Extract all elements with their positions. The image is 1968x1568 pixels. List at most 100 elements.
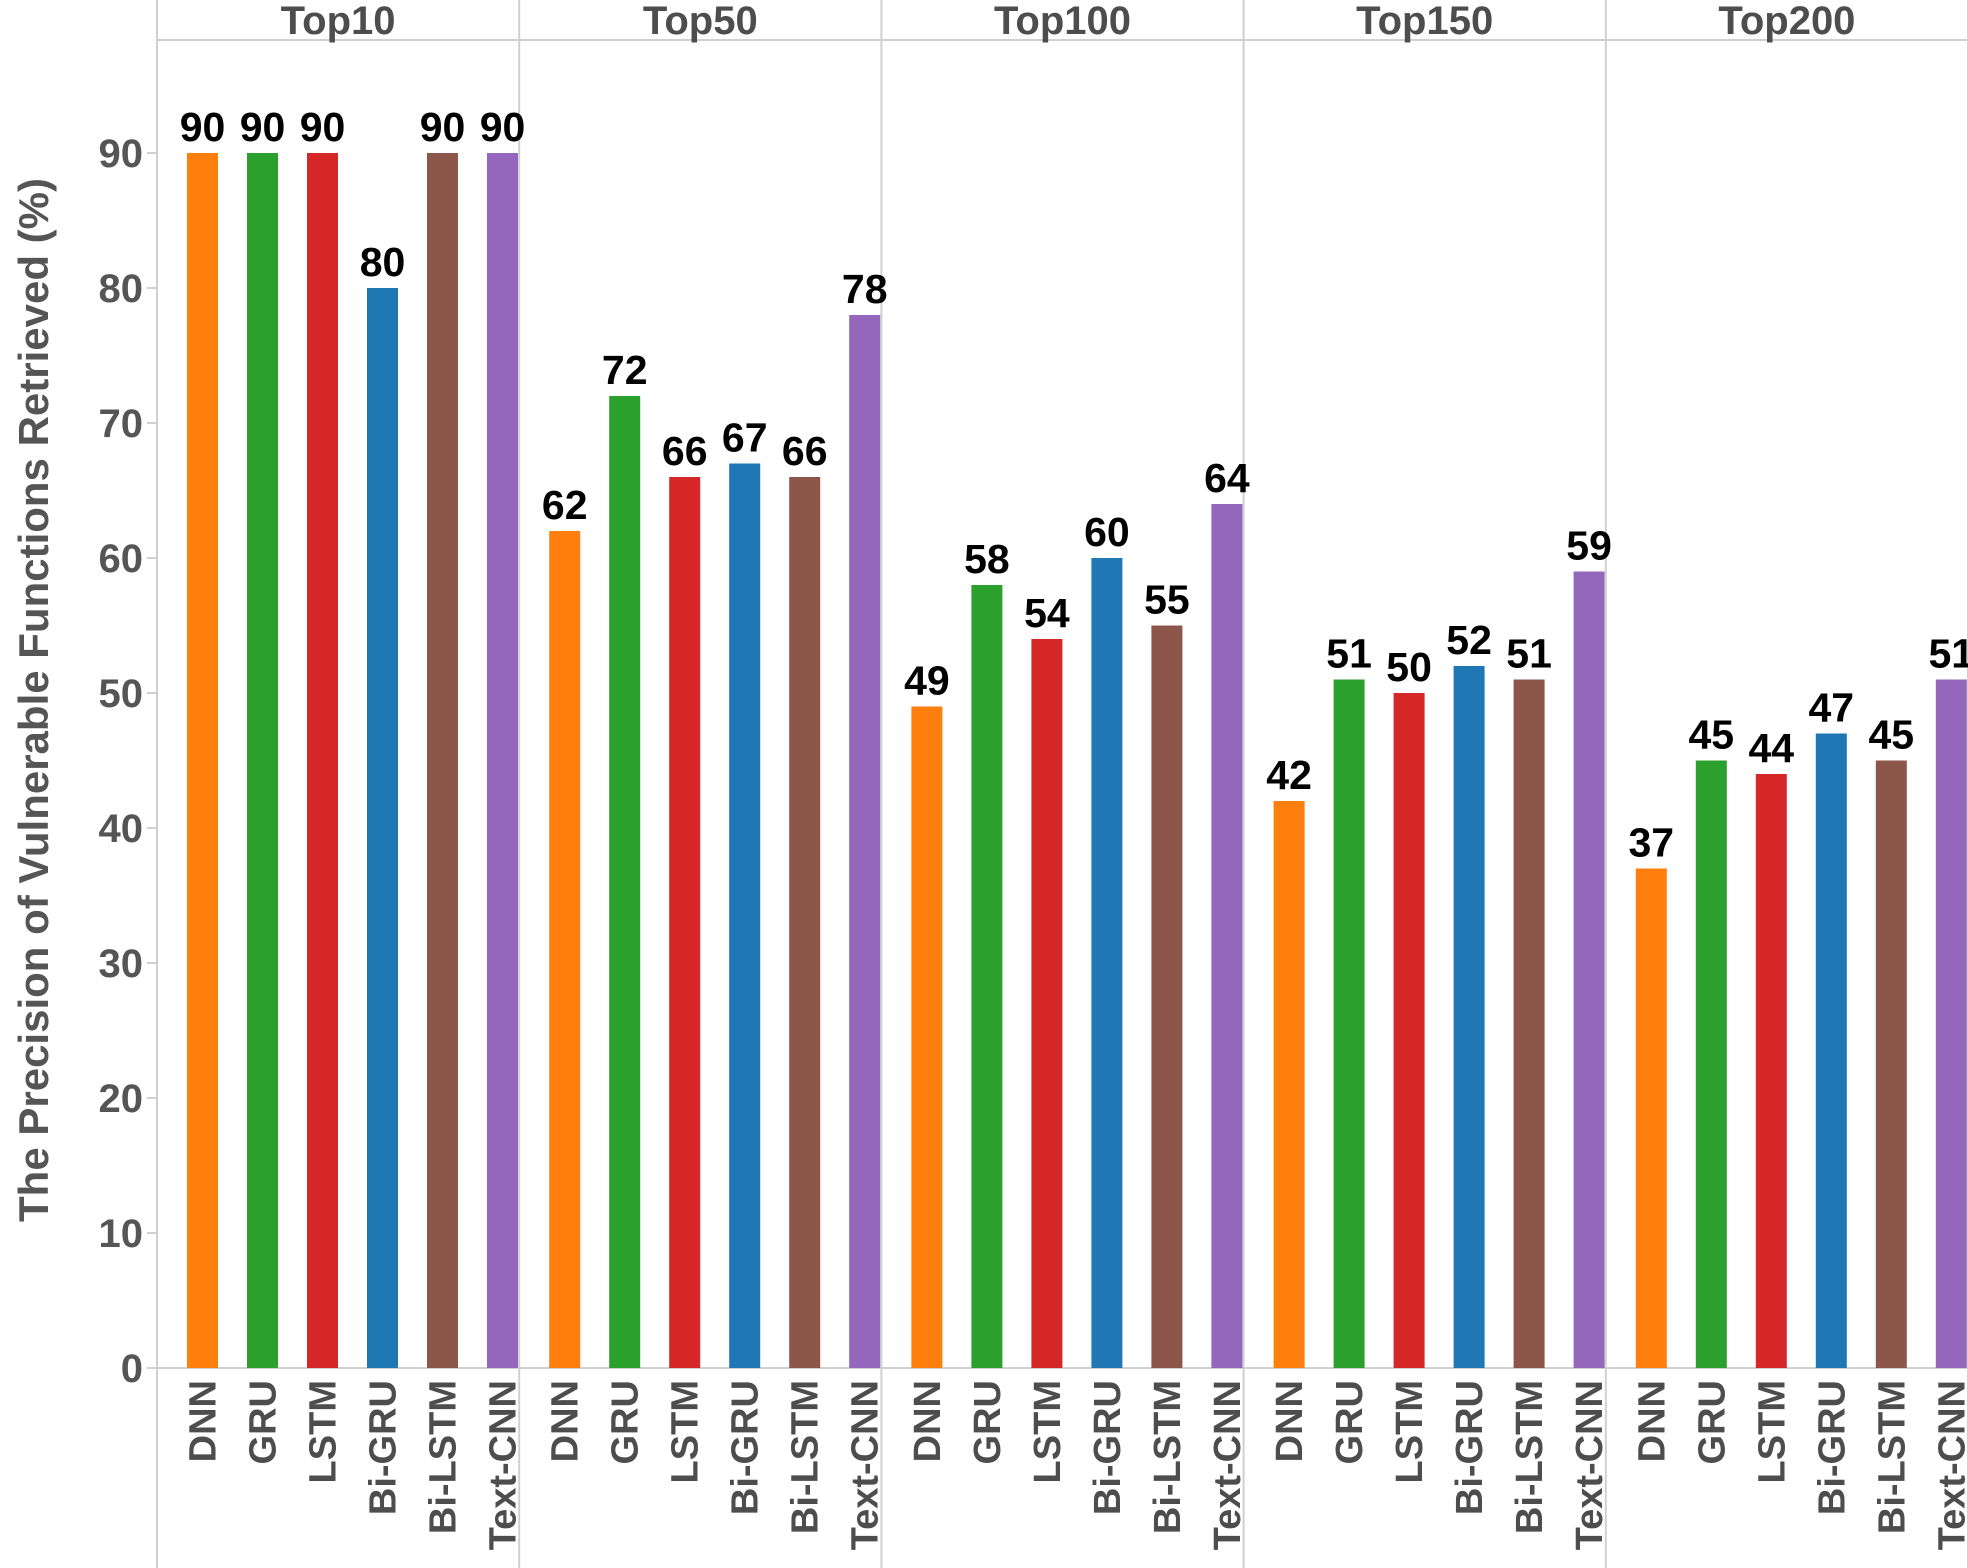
bar-top10-bi-lstm: [427, 153, 458, 1368]
bar-top200-lstm: [1755, 774, 1787, 1368]
data-label: 37: [1628, 820, 1674, 866]
y-tick-label: 90: [99, 132, 144, 176]
y-tick-label: 50: [99, 672, 144, 716]
bar-top200-text-cnn: [1935, 679, 1967, 1368]
data-label: 59: [1566, 523, 1612, 569]
x-category-label: Bi-GRU: [1449, 1380, 1491, 1515]
x-category-label: GRU: [1691, 1380, 1733, 1464]
data-label: 72: [602, 347, 648, 393]
bar-top100-bi-gru: [1091, 558, 1123, 1368]
y-tick-label: 10: [99, 1212, 144, 1256]
y-tick-label: 30: [99, 942, 144, 986]
x-category-label: Bi-GRU: [1087, 1380, 1129, 1515]
x-category-label: Bi-LSTM: [785, 1380, 827, 1534]
bar-top200-bi-gru: [1815, 733, 1847, 1368]
data-label: 45: [1868, 712, 1914, 758]
bar-top100-text-cnn: [1211, 504, 1243, 1368]
data-label: 50: [1386, 644, 1432, 690]
data-label: 42: [1266, 752, 1312, 798]
x-category-label: LSTM: [1027, 1380, 1069, 1483]
bar-top150-gru: [1333, 679, 1365, 1368]
panel-title-top100: Top100: [994, 0, 1131, 43]
bar-top10-text-cnn: [487, 153, 518, 1368]
x-category-label: GRU: [1329, 1380, 1371, 1464]
x-category-label: DNN: [1269, 1380, 1311, 1462]
data-labels: 90 90 90 80 90 90 62 72 66 67 66 78 49 58 54 60 55 64 42 51…: [180, 104, 1968, 866]
panel-title-top150: Top150: [1356, 0, 1493, 43]
x-category-label: Bi-LSTM: [1871, 1380, 1913, 1534]
x-category-label: DNN: [545, 1380, 587, 1462]
y-tick-label: 40: [99, 807, 144, 851]
x-category-label: DNN: [1631, 1380, 1673, 1462]
data-label: 51: [1928, 631, 1968, 677]
y-tick-label: 80: [99, 267, 144, 311]
panel-title-top10: Top10: [281, 0, 396, 43]
x-category-label: LSTM: [303, 1380, 345, 1483]
bar-top50-gru: [609, 396, 641, 1368]
data-label: 90: [300, 104, 346, 150]
data-label: 44: [1748, 725, 1794, 771]
x-category-label: DNN: [183, 1380, 225, 1462]
x-category-label: Bi-GRU: [1811, 1380, 1853, 1515]
x-category-label: GRU: [243, 1380, 285, 1464]
data-label: 55: [1144, 577, 1190, 623]
bars: [187, 153, 1967, 1368]
x-category-label: Bi-GRU: [725, 1380, 767, 1515]
bar-top50-text-cnn: [849, 315, 881, 1368]
x-category-label: Bi-GRU: [363, 1380, 405, 1515]
bar-top100-gru: [971, 585, 1003, 1368]
data-label: 67: [722, 415, 768, 461]
bar-top10-gru: [247, 153, 278, 1368]
data-label: 47: [1808, 685, 1854, 731]
data-label: 54: [1024, 590, 1070, 636]
data-label: 90: [240, 104, 286, 150]
y-axis: 0 10 20 30 40 50 60 70 80 90 The Precision of Vuln…: [10, 132, 157, 1391]
bar-top200-dnn: [1635, 868, 1667, 1368]
y-tick-label: 20: [99, 1077, 144, 1121]
bar-top100-dnn: [911, 706, 943, 1368]
x-axis-labels: DNN GRU LSTM Bi-GRU Bi-LSTM Text-CNN DNN GRU LST…: [183, 1380, 1968, 1550]
bar-top150-dnn: [1273, 801, 1305, 1368]
x-category-label: Text-CNN: [1931, 1380, 1968, 1550]
x-category-label: Text-CNN: [845, 1380, 887, 1550]
x-category-label: Text-CNN: [1207, 1380, 1249, 1550]
bar-top150-bi-lstm: [1513, 679, 1545, 1368]
x-category-label: GRU: [605, 1380, 647, 1464]
bar-top150-lstm: [1393, 693, 1425, 1368]
bar-top200-bi-lstm: [1875, 760, 1907, 1368]
bar-top200-gru: [1695, 760, 1727, 1368]
x-category-label: Bi-LSTM: [1147, 1380, 1189, 1534]
y-tick-label: 70: [99, 402, 144, 446]
data-label: 66: [782, 428, 828, 474]
y-tick-label: 0: [121, 1347, 143, 1391]
data-label: 45: [1688, 712, 1734, 758]
bar-top10-lstm: [307, 153, 338, 1368]
data-label: 49: [904, 658, 950, 704]
bar-top150-bi-gru: [1453, 666, 1485, 1368]
data-label: 78: [842, 266, 888, 312]
panel-title-top200: Top200: [1718, 0, 1855, 43]
bar-top50-dnn: [549, 531, 581, 1368]
data-label: 52: [1446, 617, 1492, 663]
chart-panels: Top10 Top50 Top100 Top150 Top200: [281, 0, 1856, 43]
data-label: 51: [1506, 631, 1552, 677]
bar-top50-bi-gru: [729, 463, 761, 1368]
data-label: 58: [964, 536, 1010, 582]
bar-top50-bi-lstm: [789, 477, 821, 1368]
data-label: 90: [180, 104, 226, 150]
data-label: 80: [360, 239, 406, 285]
x-category-label: LSTM: [1389, 1380, 1431, 1483]
bar-top150-text-cnn: [1573, 571, 1605, 1368]
x-category-label: Bi-LSTM: [1509, 1380, 1551, 1534]
x-category-label: DNN: [907, 1380, 949, 1462]
x-category-label: LSTM: [1751, 1380, 1793, 1483]
data-label: 51: [1326, 631, 1372, 677]
data-label: 62: [542, 482, 588, 528]
data-label: 66: [662, 428, 708, 474]
x-category-label: Bi-LSTM: [423, 1380, 465, 1534]
x-category-label: Text-CNN: [483, 1380, 525, 1550]
bar-top100-bi-lstm: [1151, 625, 1183, 1368]
panel-title-top50: Top50: [643, 0, 758, 43]
y-tick-label: 60: [99, 537, 144, 581]
